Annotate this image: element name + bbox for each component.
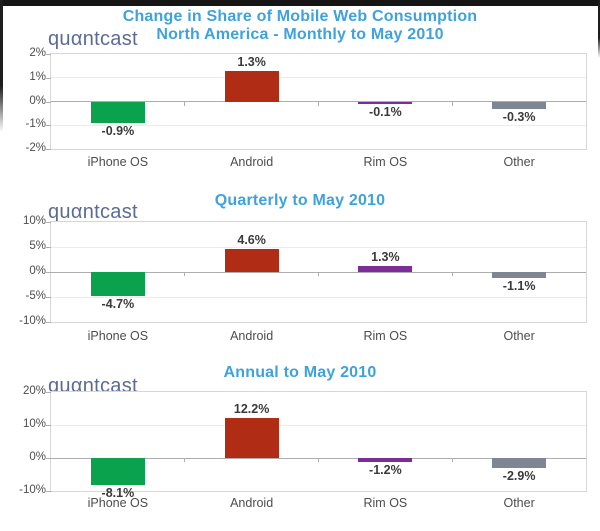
gridline: [51, 77, 586, 79]
chart-title: Annual to May 2010: [223, 364, 377, 381]
x-axis-tick: [184, 272, 186, 276]
y-tick-label: -2%: [25, 142, 46, 154]
category-label: Other: [503, 496, 535, 510]
bar-value-label: 4.6%: [237, 233, 266, 247]
bar-rim-os: [358, 265, 413, 272]
x-axis-tick: [318, 101, 319, 106]
bar-value-label: 1.3%: [237, 54, 266, 69]
gridline: [51, 124, 586, 126]
bar-value-label: 12.2%: [233, 401, 270, 416]
bar-value-label: -4.7%: [101, 296, 135, 311]
y-axis-tick: [46, 425, 51, 426]
bar-rim-os: [358, 101, 413, 104]
y-tick-label: 10%: [22, 215, 46, 227]
y-axis-tick: [46, 272, 51, 273]
bar-other: [492, 272, 547, 278]
bar-rim-os: [358, 458, 413, 462]
chart-title-line2: North America - Monthly to May 2010: [156, 26, 444, 43]
category-label: iPhone OS: [87, 329, 149, 343]
y-tick-label: 0%: [29, 451, 46, 463]
chart-title-line1: Change in Share of Mobile Web Consumptio…: [122, 8, 478, 25]
scan-edge-left: [0, 0, 3, 132]
bar-value-label: 1.3%: [371, 249, 400, 264]
bar-value-label: -1.2%: [369, 462, 402, 477]
y-axis-tick: [46, 77, 51, 79]
y-axis-tick: [46, 247, 51, 248]
bar-value-label: -0.1%: [369, 104, 402, 119]
category-label: Rim OS: [363, 155, 408, 169]
quantcast-logo: quαntcast: [48, 201, 138, 223]
x-axis-tick: [184, 458, 186, 462]
bar-value-label: -0.3%: [502, 109, 536, 124]
y-axis-tick: [46, 149, 51, 150]
category-label: Rim OS: [363, 329, 408, 343]
bar-android: [224, 70, 279, 102]
bar-value-label: -0.9%: [101, 123, 135, 138]
gridline: [51, 296, 586, 298]
y-tick-label: 0%: [29, 94, 46, 107]
category-label: Android: [230, 496, 274, 510]
category-label: Android: [230, 155, 274, 169]
y-tick-label: -5%: [25, 290, 46, 302]
y-axis-tick: [46, 101, 51, 103]
gridline: [51, 246, 586, 248]
y-axis-tick: [46, 54, 51, 55]
y-tick-label: 5%: [29, 240, 46, 252]
scan-edge-top: [0, 0, 600, 6]
scan-edge-right: [598, 0, 600, 58]
x-axis-tick: [451, 101, 453, 106]
y-tick-label: -10%: [19, 484, 46, 496]
y-tick-label: -10%: [19, 315, 46, 327]
x-axis-tick: [451, 458, 453, 462]
bar-value-label: -2.9%: [502, 468, 536, 483]
plot-area-annual: 20% 10% 0% -10% -8.1% iPhone OS 12.2% Android -1…: [19, 385, 587, 510]
category-label: Other: [503, 329, 535, 343]
category-label: Android: [230, 329, 274, 343]
y-tick-label: 10%: [22, 418, 46, 430]
y-tick-label: -1%: [25, 118, 46, 131]
y-axis-tick: [46, 297, 51, 298]
bar-value-label: -1.1%: [502, 278, 536, 293]
y-axis-tick: [46, 491, 51, 492]
plot-area-quarterly: 10% 5% 0% -5% -10% -4.7% iPhone OS 4.6% Android 1…: [19, 215, 587, 343]
bar-other: [492, 458, 547, 468]
y-axis-tick: [46, 458, 51, 459]
bar-android: [224, 249, 279, 272]
y-tick-label: 2%: [29, 47, 46, 59]
chart-title: Quarterly to May 2010: [214, 192, 386, 209]
y-tick-label: 0%: [29, 265, 46, 277]
category-label: iPhone OS: [87, 155, 149, 169]
category-label: Rim OS: [363, 496, 408, 510]
x-axis-tick: [318, 272, 319, 276]
category-label: Other: [503, 155, 535, 169]
y-axis-tick: [46, 125, 51, 127]
bar-android: [224, 417, 279, 458]
y-axis-tick: [46, 392, 51, 393]
y-axis-tick: [46, 222, 51, 223]
category-label: iPhone OS: [87, 496, 149, 510]
y-tick-label: 20%: [22, 385, 46, 397]
plot-area-monthly: 2% 1% 0% -1% -2% -0.9% iPhone OS 1.3% Android -0.…: [26, 47, 587, 169]
x-axis-tick: [318, 458, 319, 462]
y-axis-tick: [46, 322, 51, 323]
bar-other: [492, 101, 547, 109]
x-axis-tick: [451, 272, 453, 276]
bar-iphone-os: [90, 272, 145, 296]
bar-iphone-os: [90, 101, 145, 123]
x-axis-tick: [184, 101, 186, 106]
quantcast-logo: quαntcast: [48, 28, 138, 50]
bar-value-label: -8.1%: [101, 485, 135, 500]
bar-iphone-os: [90, 458, 145, 485]
gridline: [51, 424, 586, 426]
y-tick-label: 1%: [29, 70, 46, 83]
